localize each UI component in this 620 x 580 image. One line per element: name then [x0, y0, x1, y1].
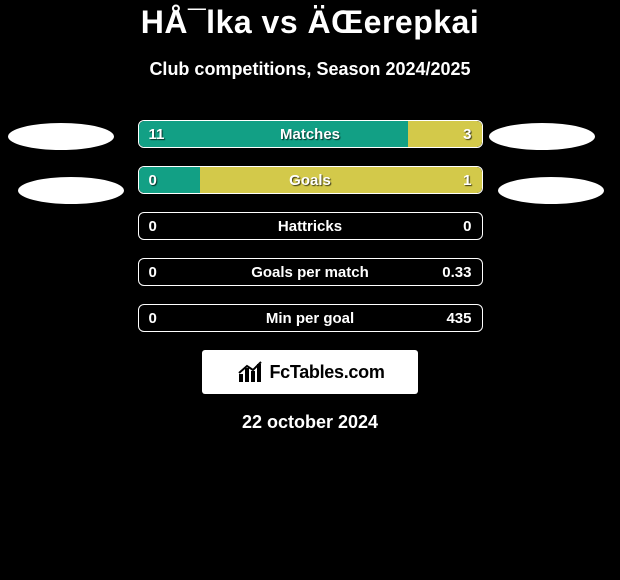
stat-value-right: 0 — [463, 213, 471, 240]
stat-value-right: 3 — [463, 121, 471, 148]
page-title: HÅ¯lka vs ÄŒerepkai — [0, 0, 620, 41]
logo-text: FcTables.com — [269, 362, 384, 383]
side-ellipse-right — [489, 123, 595, 150]
stat-label: Matches — [139, 121, 482, 148]
stat-label: Hattricks — [139, 213, 482, 240]
stat-label: Min per goal — [139, 305, 482, 332]
stat-row: 0Hattricks0 — [138, 212, 483, 240]
stat-label: Goals per match — [139, 259, 482, 286]
date-line: 22 october 2024 — [0, 412, 620, 433]
page-subtitle: Club competitions, Season 2024/2025 — [0, 59, 620, 80]
side-ellipse-left — [18, 177, 124, 204]
stat-row: 0Goals1 — [138, 166, 483, 194]
side-ellipse-left — [8, 123, 114, 150]
logo-bars-icon — [235, 360, 265, 384]
stat-value-right: 0.33 — [442, 259, 471, 286]
stat-label: Goals — [139, 167, 482, 194]
stat-row: 0Goals per match0.33 — [138, 258, 483, 286]
stat-value-right: 435 — [446, 305, 471, 332]
comparison-block: 11Matches30Goals10Hattricks00Goals per m… — [0, 120, 620, 332]
logo-box: FcTables.com — [202, 350, 418, 394]
stat-row: 0Min per goal435 — [138, 304, 483, 332]
stat-value-right: 1 — [463, 167, 471, 194]
stat-row: 11Matches3 — [138, 120, 483, 148]
side-ellipse-right — [498, 177, 604, 204]
